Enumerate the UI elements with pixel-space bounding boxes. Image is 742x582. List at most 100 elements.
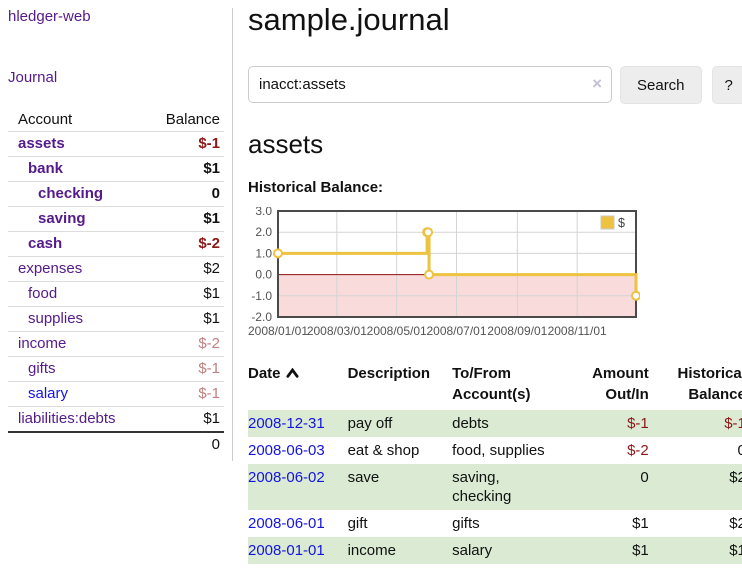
accounts-total-balance: 0 bbox=[211, 436, 220, 453]
transaction-balance: $1 bbox=[729, 542, 742, 559]
accounts-total-row: 0 bbox=[8, 432, 224, 457]
transaction-accounts: food, supplies bbox=[452, 442, 545, 459]
account-link-liabilities-debts[interactable]: liabilities:debts bbox=[18, 410, 116, 427]
transaction-accounts: salary bbox=[452, 542, 493, 559]
register-row: 2008-01-01 income salary $1 $1 bbox=[248, 537, 742, 564]
chart-label: Historical Balance: bbox=[248, 179, 384, 196]
account-link-supplies[interactable]: supplies bbox=[28, 310, 84, 327]
clear-search-icon[interactable]: × bbox=[592, 74, 602, 93]
transaction-date-link[interactable]: 2008-06-03 bbox=[248, 442, 325, 459]
main-content: sample.journal × Search ? assets Histori… bbox=[240, 0, 742, 564]
brand-link[interactable]: hledger-web bbox=[8, 8, 91, 25]
transaction-balance: $2 bbox=[729, 515, 742, 532]
chart-data-point bbox=[423, 227, 434, 238]
accounts-table-header: Account Balance bbox=[8, 108, 224, 132]
account-balance: 0 bbox=[211, 185, 220, 202]
account-link-assets[interactable]: assets bbox=[18, 135, 65, 152]
transaction-balance: 0 bbox=[737, 442, 742, 459]
account-balance: $-1 bbox=[198, 360, 220, 377]
register-row: 2008-12-31 pay off debts $-1 $-1 bbox=[248, 410, 742, 437]
register-header-amount: Amount Out/In bbox=[592, 365, 649, 403]
accounts-table: Account Balance assets $-1 bank $1 check… bbox=[8, 108, 224, 457]
account-balance: $-2 bbox=[198, 235, 220, 252]
register-row: 2008-06-02 save saving, checking 0 $2 bbox=[248, 464, 742, 510]
legend-label: $ bbox=[618, 216, 625, 230]
transaction-description: pay off bbox=[347, 415, 393, 432]
account-link-checking[interactable]: checking bbox=[38, 185, 104, 202]
account-balance: $-1 bbox=[198, 135, 220, 152]
x-axis-tick-label: 2008/09/01 bbox=[487, 324, 547, 338]
register-row: 2008-06-01 gift gifts $1 $2 bbox=[248, 510, 742, 537]
x-axis-tick-label: 2008/11/01 bbox=[548, 324, 607, 338]
search-button[interactable]: Search bbox=[620, 66, 702, 104]
sidebar-content: hledger-web Journal Account Balance asse… bbox=[8, 8, 233, 461]
account-row: expenses $2 bbox=[8, 256, 224, 282]
sidebar: hledger-web Journal Account Balance asse… bbox=[0, 0, 240, 564]
chart-data-point bbox=[631, 290, 641, 301]
account-link-cash[interactable]: cash bbox=[28, 235, 63, 252]
account-row: saving $1 bbox=[8, 206, 224, 232]
chart-data-point bbox=[273, 248, 283, 259]
account-balance: $2 bbox=[203, 260, 220, 277]
register-header-description: Description bbox=[347, 365, 431, 382]
search-form: × Search ? bbox=[248, 66, 742, 104]
y-axis-tick-label: 1.0 bbox=[255, 246, 272, 260]
transaction-amount: 0 bbox=[640, 469, 649, 486]
account-row: income $-2 bbox=[8, 331, 224, 357]
historical-balance-chart[interactable]: $3.0 2.0 1.0 0.0 -1.0 -2.0 2008/01/01 2008/03/0… bbox=[248, 204, 641, 343]
account-row: salary $-1 bbox=[8, 381, 224, 407]
x-axis-tick-label: 2008/07/01 bbox=[426, 324, 486, 338]
transaction-description: save bbox=[347, 469, 380, 486]
transaction-date-link[interactable]: 2008-06-02 bbox=[248, 469, 325, 486]
y-axis-tick-label: 0.0 bbox=[255, 268, 272, 282]
page-title: sample.journal bbox=[248, 2, 450, 37]
register-header-date-label: Date bbox=[248, 365, 281, 382]
legend-swatch bbox=[600, 215, 615, 230]
transaction-description: income bbox=[347, 542, 396, 559]
transaction-amount: $-2 bbox=[627, 442, 649, 459]
account-balance: $1 bbox=[203, 285, 220, 302]
account-row: food $1 bbox=[8, 281, 224, 307]
account-row: supplies $1 bbox=[8, 306, 224, 332]
search-input[interactable] bbox=[248, 66, 612, 103]
register-header-date[interactable]: Date bbox=[248, 360, 348, 410]
account-link-saving[interactable]: saving bbox=[38, 210, 86, 227]
account-link-gifts[interactable]: gifts bbox=[28, 360, 56, 377]
help-button[interactable]: ? bbox=[711, 66, 742, 104]
register-table: Date Description To/From Account(s) Amou… bbox=[248, 360, 742, 564]
account-row: gifts $-1 bbox=[8, 356, 224, 382]
account-row: assets $-1 bbox=[8, 131, 224, 157]
transaction-amount: $1 bbox=[632, 542, 649, 559]
account-page-title: assets bbox=[248, 129, 324, 159]
transaction-amount: $1 bbox=[632, 515, 649, 532]
x-axis-tick-label: 2008/03/01 bbox=[307, 324, 367, 338]
account-link-salary[interactable]: salary bbox=[28, 385, 69, 402]
y-axis-tick-label: 3.0 bbox=[255, 207, 272, 218]
chart-border bbox=[277, 210, 637, 318]
transaction-accounts: gifts bbox=[452, 515, 480, 532]
accounts-header-account: Account bbox=[18, 111, 73, 128]
y-axis-tick-label: 2.0 bbox=[255, 225, 272, 239]
transaction-date-link[interactable]: 2008-01-01 bbox=[248, 542, 325, 559]
account-balance: $1 bbox=[203, 210, 220, 227]
account-link-income[interactable]: income bbox=[18, 335, 67, 352]
transaction-accounts: saving, checking bbox=[452, 469, 512, 505]
transaction-date-link[interactable]: 2008-06-01 bbox=[248, 515, 325, 532]
transaction-description: gift bbox=[347, 515, 368, 532]
search-box: × bbox=[248, 66, 612, 103]
transaction-date-link[interactable]: 2008-12-31 bbox=[248, 415, 325, 432]
account-balance: $1 bbox=[203, 310, 220, 327]
transaction-balance: $-1 bbox=[724, 415, 742, 432]
account-row: bank $1 bbox=[8, 156, 224, 182]
account-link-food[interactable]: food bbox=[28, 285, 58, 302]
y-axis-tick-label: -2.0 bbox=[251, 310, 272, 324]
account-link-bank[interactable]: bank bbox=[28, 160, 64, 177]
account-balance: $-1 bbox=[198, 385, 220, 402]
sidebar-item-journal[interactable]: Journal bbox=[8, 69, 58, 86]
account-link-expenses[interactable]: expenses bbox=[18, 260, 83, 277]
accounts-header-balance: Balance bbox=[165, 111, 220, 128]
account-balance: $1 bbox=[203, 410, 220, 427]
transaction-description: eat & shop bbox=[347, 442, 420, 459]
register-header-accounts: To/From Account(s) bbox=[452, 365, 531, 403]
account-balance: $1 bbox=[203, 160, 220, 177]
